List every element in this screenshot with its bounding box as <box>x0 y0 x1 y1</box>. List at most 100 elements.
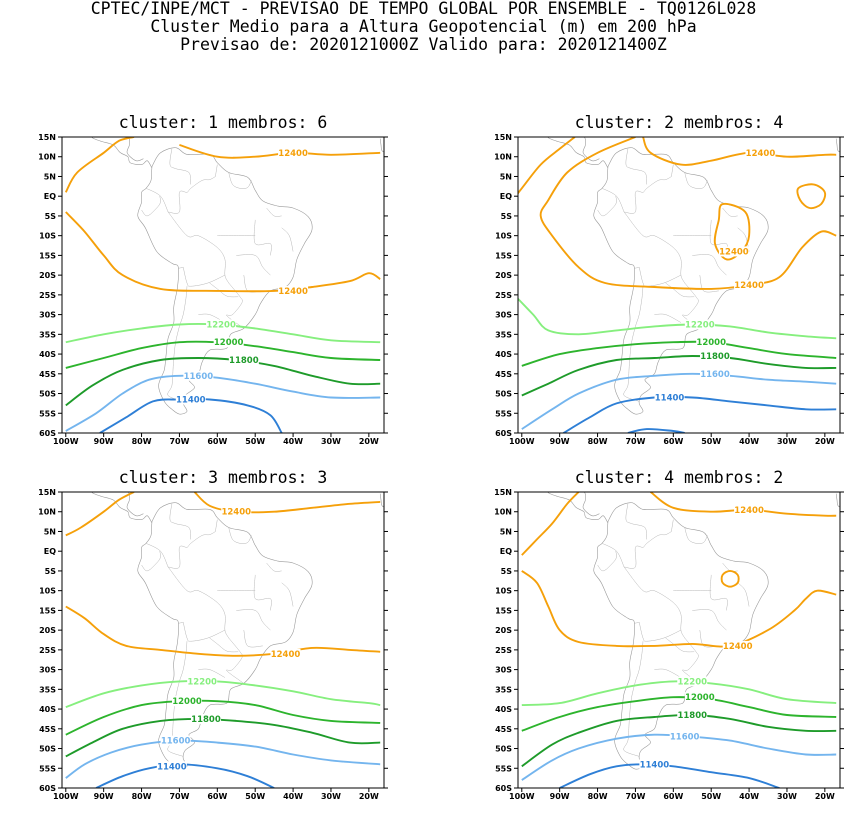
lat-label: 15S <box>39 251 56 260</box>
contour-label-11600: 11600 <box>670 733 700 743</box>
lat-label: 5N <box>500 172 512 181</box>
country-border <box>624 176 672 214</box>
contour-11800 <box>65 717 381 758</box>
country-border <box>638 622 682 642</box>
country-border <box>253 219 272 256</box>
lat-label: 5N <box>500 527 512 536</box>
lat-label: 40S <box>495 350 512 359</box>
lon-label: 30W <box>321 437 341 446</box>
contour-label-bg <box>183 370 214 381</box>
country-border <box>209 637 239 653</box>
lat-label: 50S <box>39 745 56 754</box>
country-border <box>692 609 727 631</box>
country-border <box>226 282 244 329</box>
contour-label-bg <box>677 676 708 687</box>
contour-label-12400: 12400 <box>278 149 308 159</box>
lat-label: 35S <box>39 685 56 694</box>
contour-label-11400: 11400 <box>640 760 670 770</box>
contour-11800 <box>65 357 381 407</box>
country-border <box>228 172 252 189</box>
panel-title: cluster: 1 membros: 6 <box>118 113 328 132</box>
contour-label-12400: 12400 <box>746 149 776 159</box>
contour-label-bg <box>699 351 730 362</box>
country-border <box>243 630 263 648</box>
south-america-coastline <box>593 147 769 415</box>
contour-label-12200: 12200 <box>685 320 715 330</box>
country-border <box>665 637 695 653</box>
south-america-coastline <box>593 502 769 770</box>
contour-12400 <box>518 137 576 195</box>
country-border <box>226 637 244 684</box>
south-america-coastline <box>137 502 313 770</box>
lon-label: 90W <box>94 437 114 446</box>
lon-label: 60W <box>207 437 227 446</box>
contour-11400 <box>559 763 780 788</box>
contour-label-12400: 12400 <box>719 247 749 257</box>
lat-label: EQ <box>500 192 512 201</box>
lon-label: 50W <box>245 792 265 801</box>
contour-12400 <box>193 492 381 514</box>
country-border <box>167 211 229 284</box>
map-frame <box>517 136 841 434</box>
panel-cluster-3: cluster: 3 membros: 3 12400 12400 12200 120… <box>0 469 410 819</box>
lat-label: 15S <box>39 606 56 615</box>
contour-label-bg <box>278 147 309 158</box>
map-frame <box>61 491 385 789</box>
contour-label-12000: 12000 <box>696 338 726 348</box>
lat-label: 30S <box>495 311 512 320</box>
contour-12200 <box>521 680 837 707</box>
country-border <box>281 582 294 607</box>
country-border <box>684 527 708 544</box>
lon-label: 20W <box>359 792 379 801</box>
lat-label: 40S <box>495 705 512 714</box>
central-america-coastline <box>91 137 153 168</box>
contour-12200 <box>65 680 381 708</box>
lat-label: 15N <box>494 133 512 142</box>
lat-label: 60S <box>39 429 56 438</box>
country-border <box>684 172 708 189</box>
contour-label-12200: 12200 <box>187 677 217 687</box>
map-area: 12400 12400 12200 12000 11800 11600 11400 <box>64 137 384 433</box>
contour-11400 <box>563 395 837 433</box>
country-border <box>168 176 216 214</box>
lat-label: 10S <box>495 232 512 241</box>
lat-label: 5N <box>44 172 56 181</box>
contour-label-11800: 11800 <box>677 711 707 721</box>
contour-label-11800: 11800 <box>229 356 259 366</box>
country-border <box>178 621 184 624</box>
lon-label: 70W <box>169 437 189 446</box>
lat-label: 40S <box>39 350 56 359</box>
country-border <box>709 574 728 611</box>
lat-label: 15S <box>495 606 512 615</box>
contour-label-12200: 12200 <box>677 677 707 687</box>
central-america-coastline <box>547 492 609 523</box>
lat-label: 15N <box>38 488 56 497</box>
central-america-coastline <box>547 137 609 168</box>
map-frame <box>61 136 385 434</box>
lon-label: 80W <box>132 437 152 446</box>
country-border <box>623 566 685 639</box>
lat-label: 10N <box>38 508 56 517</box>
lat-label: 15N <box>494 488 512 497</box>
contour-label-12400: 12400 <box>278 287 308 297</box>
contour-label-bg <box>175 394 206 405</box>
lat-label: 35S <box>39 330 56 339</box>
contour-label-bg <box>213 337 244 348</box>
lat-label: 60S <box>495 429 512 438</box>
lat-label: 10N <box>38 153 56 162</box>
country-border <box>623 641 644 757</box>
country-border <box>722 207 738 217</box>
lat-label: 45S <box>495 725 512 734</box>
lat-label: 10N <box>494 153 512 162</box>
country-border <box>699 275 719 293</box>
lat-label: 50S <box>39 390 56 399</box>
contour-12400 <box>713 202 751 261</box>
lon-label: 60W <box>663 437 683 446</box>
lon-label: 40W <box>739 437 759 446</box>
africa-coastline <box>835 138 840 153</box>
country-border <box>623 286 644 402</box>
contour-label-bg <box>669 731 700 742</box>
panel-title: cluster: 4 membros: 2 <box>574 468 784 487</box>
lat-label: 5S <box>501 567 513 576</box>
contour-label-bg <box>734 504 765 515</box>
